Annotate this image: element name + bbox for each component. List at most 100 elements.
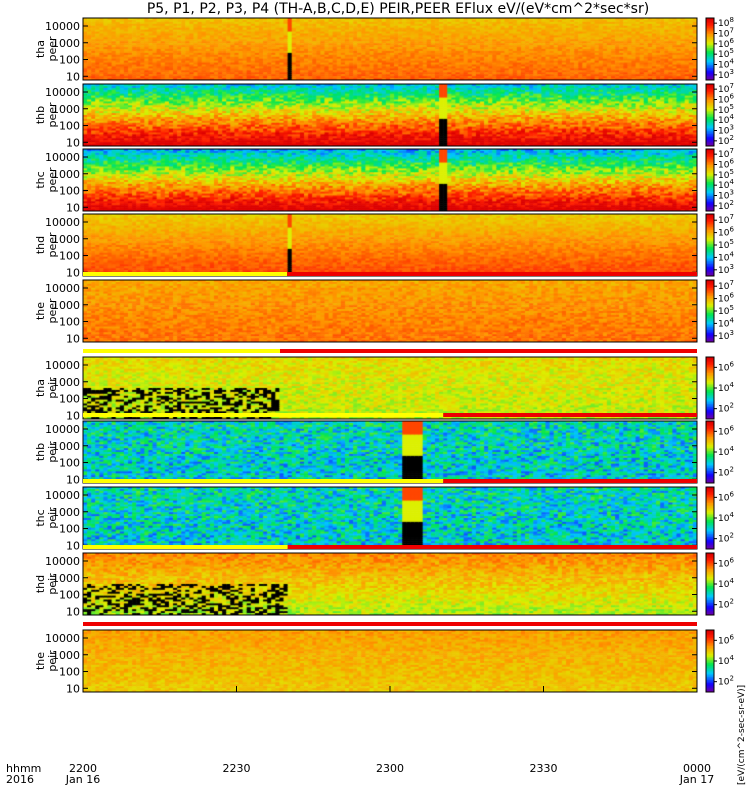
colorbar-cell <box>706 656 714 659</box>
colorbar-cell <box>706 574 714 577</box>
colorbar-cell <box>706 258 714 261</box>
colorbar-cell <box>706 588 714 591</box>
colorbar-cell <box>706 478 714 481</box>
colorbar-cell <box>706 593 714 596</box>
colorbar-cell <box>706 78 714 81</box>
colorbar-cell <box>706 150 714 153</box>
colorbar-tick-label: 102 <box>718 134 734 147</box>
colorbar-cell <box>706 510 714 513</box>
colorbar-cell <box>706 173 714 176</box>
colorbar-cell <box>706 476 714 479</box>
colorbar-cell <box>706 383 714 386</box>
colorbar-cell <box>706 158 714 161</box>
colorbar-cell <box>706 538 714 541</box>
colorbar-cell <box>706 130 714 133</box>
y-tick-label: 10 <box>66 70 80 83</box>
colorbar-cell <box>706 249 714 252</box>
colorbar-cell <box>706 369 714 372</box>
colorbar-cell <box>706 378 714 381</box>
colorbar-cell <box>706 315 714 318</box>
y-tick-label: 10 <box>66 682 80 695</box>
colorbar-tick-label: 103 <box>718 189 734 202</box>
colorbar-cell <box>706 611 714 614</box>
colorbar-cell <box>706 417 714 420</box>
colorbar-cell <box>706 408 714 411</box>
colorbar-cell <box>706 427 714 430</box>
colorbar-cell <box>706 361 714 364</box>
colorbar-cell <box>706 374 714 377</box>
colorbar-cell <box>706 166 714 169</box>
y-tick-label: 10000 <box>45 423 80 436</box>
colorbar-cell <box>706 601 714 604</box>
colorbar-cell <box>706 162 714 165</box>
colorbar-tick-label: 106 <box>718 490 734 503</box>
colorbar-cell <box>706 254 714 257</box>
colorbar-cell <box>706 411 714 414</box>
colorbar-cell <box>706 527 714 530</box>
colorbar-cell <box>706 642 714 645</box>
colorbar-cell <box>706 566 714 569</box>
colorbar-cell <box>706 657 714 660</box>
colorbar-cell <box>706 85 714 88</box>
colorbar-tick-label: 105 <box>718 168 734 181</box>
colorbar-cell <box>706 584 714 587</box>
colorbar-cell <box>706 110 714 113</box>
colorbar-cell <box>706 72 714 75</box>
colorbar-cell <box>706 90 714 93</box>
colorbar-tick-label: 107 <box>718 82 734 95</box>
colorbar-tick-label: 102 <box>718 466 734 479</box>
colorbar-cell <box>706 455 714 458</box>
colorbar-cell <box>706 448 714 451</box>
colorbar-cell <box>706 388 714 391</box>
colorbar-tick-label: 105 <box>718 238 734 251</box>
y-tick-label: 10000 <box>45 632 80 645</box>
colorbar-cell <box>706 397 714 400</box>
colorbar-cell <box>706 142 714 145</box>
colorbar-cell <box>706 118 714 121</box>
colorbar-cell <box>706 596 714 599</box>
colorbar-cell <box>706 684 714 687</box>
colorbar-cell <box>706 198 714 201</box>
colorbar-tick-label: 106 <box>718 633 734 646</box>
colorbar-tick-label: 104 <box>718 577 734 590</box>
colorbar-cell <box>706 311 714 314</box>
colorbar-cell <box>706 465 714 468</box>
colorbar-cell <box>706 141 714 144</box>
colorbar-cell <box>706 329 714 332</box>
y-label-probe: thb <box>34 443 47 461</box>
y-label-species: peer <box>46 232 59 258</box>
colorbar-cell <box>706 681 714 684</box>
y-tick-label: 10000 <box>45 86 80 99</box>
colorbar-cell <box>706 326 714 329</box>
colorbar-cell <box>706 167 714 170</box>
colorbar-cell <box>706 164 714 167</box>
colorbar-cell <box>706 318 714 321</box>
colorbar-cell <box>706 76 714 79</box>
colorbar-cell <box>706 633 714 636</box>
colorbar-cell <box>706 238 714 241</box>
colorbar-cell <box>706 245 714 248</box>
colorbar-tick-label: 108 <box>718 16 734 29</box>
colorbar-cell <box>706 637 714 640</box>
colorbar-cell <box>706 661 714 664</box>
y-label-probe: thd <box>34 236 47 254</box>
colorbar-cell <box>706 667 714 670</box>
colorbar-cell <box>706 571 714 574</box>
colorbar-cell <box>706 207 714 210</box>
colorbar-cell <box>706 507 714 510</box>
colorbar-cell <box>706 124 714 127</box>
colorbar-cell <box>706 284 714 287</box>
colorbar-cell <box>706 445 714 448</box>
colorbar-cell <box>706 312 714 315</box>
y-label-probe: the <box>34 652 47 670</box>
colorbar-cell <box>706 502 714 505</box>
colorbar-cell <box>706 394 714 397</box>
colorbar-cell <box>706 648 714 651</box>
colorbar-cell <box>706 528 714 531</box>
colorbar-cell <box>706 217 714 220</box>
colorbar-cell <box>706 215 714 218</box>
colorbar-cell <box>706 44 714 47</box>
colorbar-frame <box>705 17 715 81</box>
